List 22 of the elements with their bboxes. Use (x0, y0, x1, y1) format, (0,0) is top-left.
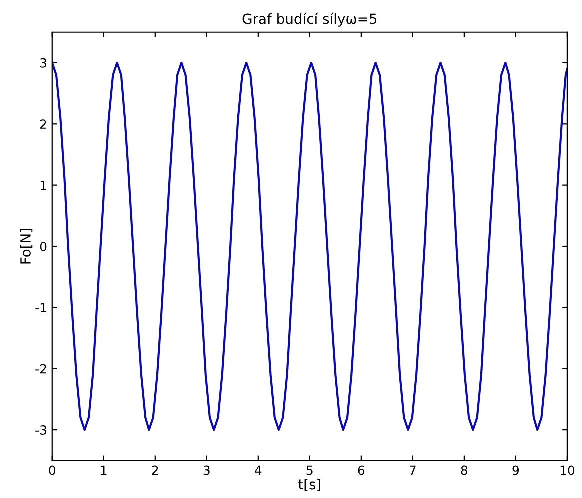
y-axis-title: Fo[N] (20, 229, 33, 264)
x-tick-label: 3 (204, 466, 210, 476)
x-tick-label: 4 (255, 466, 262, 476)
line-series (52, 62, 568, 432)
y-tick-label: 3 (40, 58, 47, 68)
x-tick-label: 1 (101, 466, 107, 476)
x-tick-label: 10 (560, 466, 575, 476)
y-tick-label: -2 (36, 364, 46, 374)
x-tick-label: 2 (152, 466, 158, 476)
x-axis-title: t[s] (298, 479, 320, 492)
x-tick-label: 0 (49, 466, 56, 476)
y-tick-label: -3 (36, 426, 47, 435)
y-tick-label: -1 (36, 303, 46, 312)
chart-title: Graf budící sílyω=5 (242, 12, 377, 27)
x-tick-label: 8 (461, 466, 468, 476)
x-tick-label: 5 (306, 466, 313, 476)
y-tick-label: 1 (40, 180, 46, 190)
x-tick-label: 6 (358, 466, 365, 476)
x-tick-label: 7 (410, 466, 416, 476)
y-tick-label: 2 (40, 120, 46, 129)
y-tick-label: 0 (40, 242, 47, 252)
x-tick-label: 9 (512, 466, 520, 476)
